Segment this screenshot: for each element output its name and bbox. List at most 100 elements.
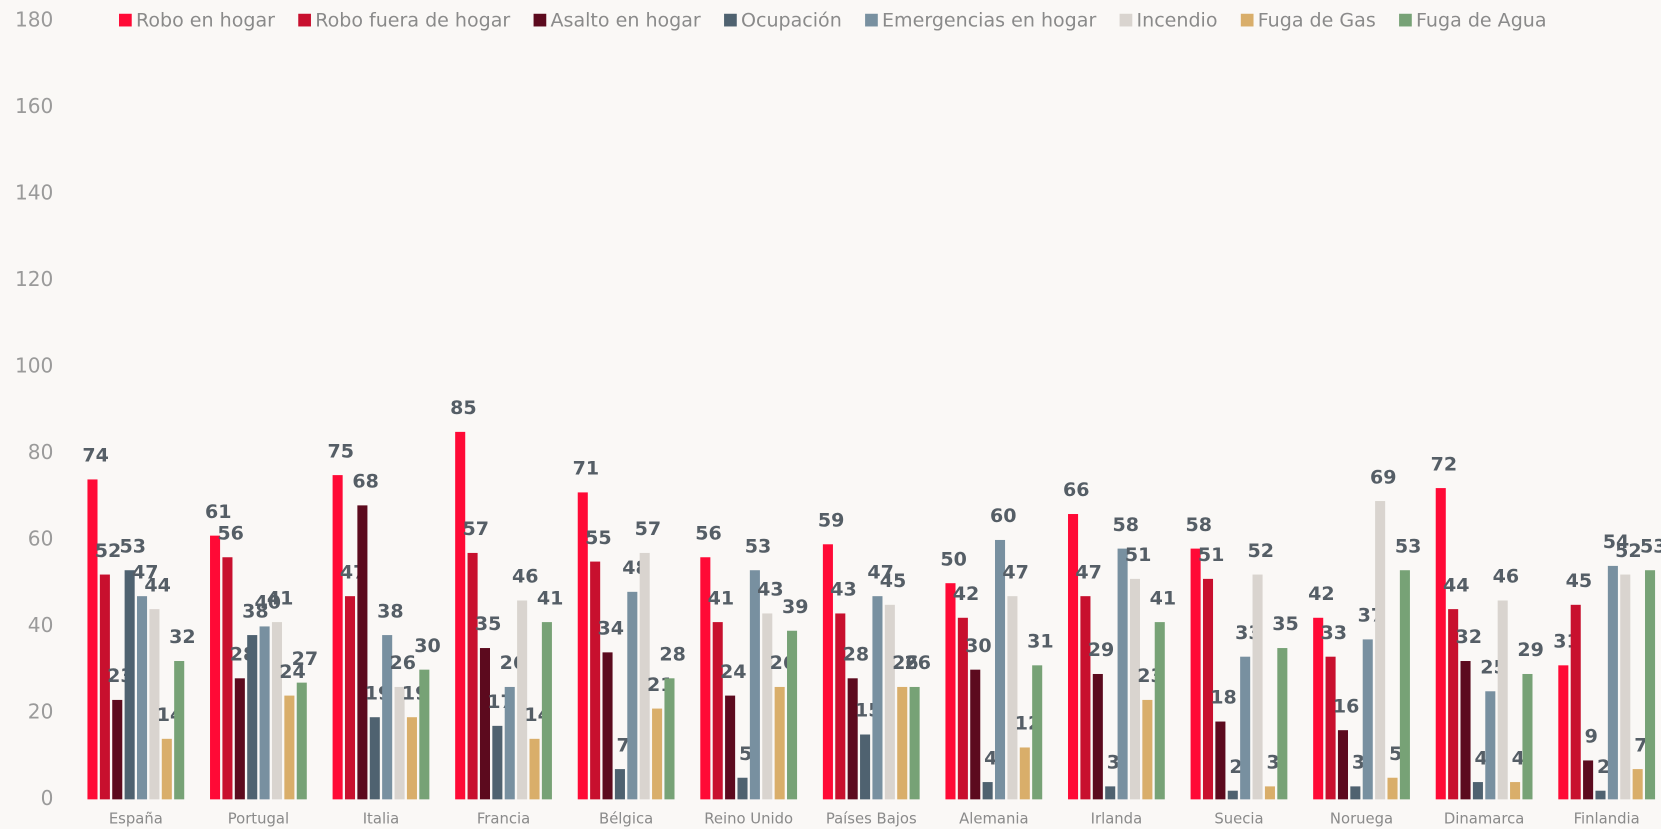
bar bbox=[712, 622, 723, 800]
data-label: 44 bbox=[1443, 574, 1470, 596]
bar bbox=[1558, 665, 1569, 800]
bar bbox=[1607, 565, 1618, 800]
bar bbox=[369, 717, 380, 800]
bar bbox=[419, 669, 430, 800]
bar bbox=[406, 717, 417, 800]
bar bbox=[99, 574, 110, 800]
bar bbox=[1325, 656, 1336, 800]
bar bbox=[1252, 574, 1263, 800]
data-label: 51 bbox=[1198, 544, 1225, 566]
y-tick-label: 40 bbox=[28, 613, 54, 637]
bar bbox=[1129, 578, 1141, 800]
bar bbox=[725, 695, 736, 800]
data-label: 46 bbox=[1493, 566, 1520, 588]
data-label: 26 bbox=[892, 652, 919, 674]
data-label: 42 bbox=[1308, 583, 1335, 605]
legend-swatch bbox=[533, 13, 547, 27]
legend-label: Robo fuera de hogar bbox=[315, 10, 510, 32]
data-label: 52 bbox=[1247, 540, 1274, 562]
bar bbox=[700, 557, 711, 800]
bar bbox=[639, 552, 650, 800]
bar bbox=[1277, 648, 1288, 800]
data-label: 16 bbox=[1333, 695, 1360, 717]
x-tick-label: Reino Unido bbox=[704, 810, 793, 827]
data-label: 74 bbox=[82, 445, 109, 467]
data-label: 33 bbox=[1320, 622, 1347, 644]
bar bbox=[210, 535, 221, 800]
data-label: 69 bbox=[1370, 466, 1397, 488]
data-label: 18 bbox=[1210, 687, 1237, 709]
bar bbox=[382, 635, 393, 800]
data-label: 56 bbox=[217, 522, 244, 544]
data-label: 47 bbox=[867, 561, 894, 583]
data-label: 32 bbox=[1455, 626, 1482, 648]
y-tick-label: 100 bbox=[15, 354, 53, 378]
bar bbox=[1497, 600, 1508, 800]
legend-label: Incendio bbox=[1137, 10, 1218, 32]
bar bbox=[982, 782, 993, 800]
x-tick-label: Italia bbox=[363, 810, 400, 827]
bar bbox=[247, 635, 258, 800]
data-label: 54 bbox=[1603, 531, 1630, 553]
bar bbox=[504, 686, 515, 800]
data-label: 4 bbox=[1474, 747, 1487, 769]
x-tick-label: Irlanda bbox=[1091, 810, 1143, 827]
bar bbox=[1032, 665, 1043, 800]
bar bbox=[1620, 574, 1631, 800]
data-label: 42 bbox=[953, 583, 980, 605]
data-label: 7 bbox=[1634, 734, 1647, 756]
data-label: 52 bbox=[1615, 540, 1642, 562]
bar bbox=[284, 695, 295, 800]
legend-label: Fuga de Gas bbox=[1258, 10, 1376, 32]
data-label: 50 bbox=[940, 548, 967, 570]
bar bbox=[909, 686, 920, 800]
data-label: 29 bbox=[1517, 639, 1544, 661]
bar bbox=[884, 604, 895, 800]
bar bbox=[749, 570, 760, 800]
data-label: 9 bbox=[1585, 726, 1598, 748]
bar bbox=[492, 725, 503, 800]
bar bbox=[1142, 699, 1153, 800]
data-label: 58 bbox=[1113, 514, 1140, 536]
bar bbox=[517, 600, 528, 800]
legend-swatch bbox=[865, 13, 878, 27]
y-tick-label: 60 bbox=[28, 526, 54, 550]
data-label: 45 bbox=[1566, 570, 1593, 592]
bar bbox=[847, 678, 858, 800]
x-tick-label: Finlandia bbox=[1574, 810, 1640, 827]
bar bbox=[1448, 609, 1459, 800]
bar bbox=[872, 596, 883, 800]
data-label: 68 bbox=[352, 471, 379, 493]
data-label: 47 bbox=[1002, 561, 1029, 583]
legend-label: Emergencias en hogar bbox=[882, 10, 1096, 32]
y-tick-label: 140 bbox=[15, 181, 53, 205]
bar bbox=[1583, 760, 1594, 800]
bar bbox=[627, 591, 638, 800]
data-label: 24 bbox=[279, 661, 306, 683]
bar bbox=[1215, 721, 1226, 800]
data-label: 57 bbox=[463, 518, 490, 540]
legend-label: Robo en hogar bbox=[136, 10, 275, 32]
data-label: 55 bbox=[585, 527, 612, 549]
data-label: 41 bbox=[537, 587, 564, 609]
data-label: 41 bbox=[708, 587, 735, 609]
bar bbox=[737, 777, 748, 800]
bar bbox=[174, 661, 185, 800]
bar bbox=[1313, 617, 1324, 800]
bar bbox=[137, 596, 148, 800]
legend-swatch bbox=[1119, 13, 1133, 27]
data-label: 59 bbox=[818, 509, 845, 531]
bar bbox=[1117, 548, 1128, 800]
data-label: 28 bbox=[843, 644, 870, 666]
data-label: 39 bbox=[782, 596, 809, 618]
x-tick-label: Alemania bbox=[959, 810, 1028, 827]
bar bbox=[860, 734, 871, 800]
data-label: 35 bbox=[475, 613, 502, 635]
bar bbox=[1337, 730, 1348, 800]
data-label: 43 bbox=[757, 579, 784, 601]
bar bbox=[787, 630, 798, 800]
data-label: 85 bbox=[450, 397, 477, 419]
data-label: 53 bbox=[745, 535, 772, 557]
data-label: 5 bbox=[739, 743, 752, 765]
